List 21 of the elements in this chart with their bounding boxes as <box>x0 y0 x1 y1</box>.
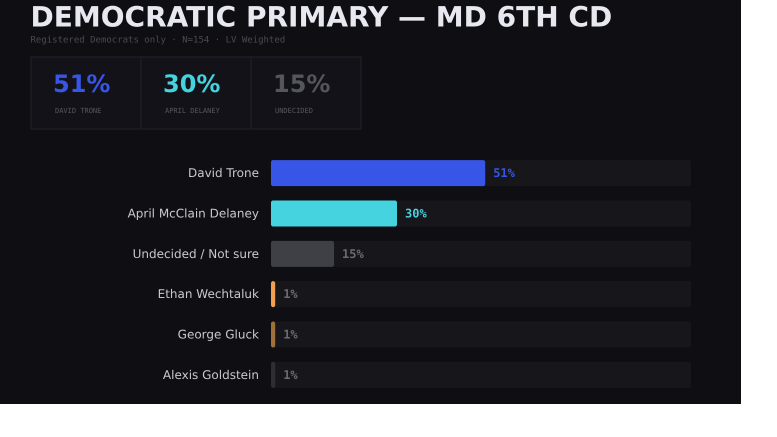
chart-title: DEMOCRATIC PRIMARY — MD 6TH CD <box>30 0 612 34</box>
data-label: 1% <box>283 368 298 382</box>
text: 30% <box>163 70 220 98</box>
bar <box>271 362 276 388</box>
y-tick-label: Ethan Wechtaluk <box>158 287 260 302</box>
data-label: 1% <box>283 328 298 342</box>
y-tick-label: Undecided / Not sure <box>132 246 259 261</box>
text: Registered Democrats only · N=154 · LV Weighted <box>30 36 286 46</box>
y-tick-label: George Gluck <box>178 328 260 342</box>
y-tick-label: April McClain Delaney <box>128 206 259 220</box>
bar <box>271 281 276 308</box>
data-label: 51% <box>493 166 516 180</box>
data-label: 30% <box>405 206 428 220</box>
text: 15% <box>273 70 330 98</box>
bar <box>271 240 334 267</box>
y-tick-label: Alexis Goldstein <box>162 368 259 382</box>
data-label: 15% <box>342 246 364 261</box>
data-label: 1% <box>283 287 298 302</box>
text: 51% <box>53 70 110 98</box>
y-tick-label: David Trone <box>188 166 259 180</box>
bar <box>271 322 276 348</box>
